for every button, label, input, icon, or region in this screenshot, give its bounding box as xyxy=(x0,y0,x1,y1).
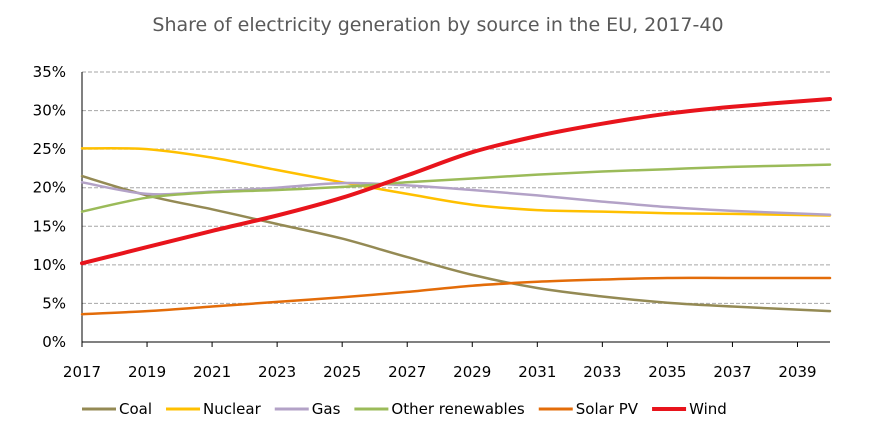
legend-label: Other renewables xyxy=(391,400,525,418)
x-tick-label: 2031 xyxy=(518,363,556,381)
y-axis-tick-labels: 0% 5% 10% 15% 20% 25% 30% 35% xyxy=(33,63,66,351)
series-lines xyxy=(80,97,832,316)
legend-label: Solar PV xyxy=(576,400,639,418)
y-tick-label: 25% xyxy=(33,140,66,158)
series-line-other-renewables xyxy=(80,163,832,213)
legend-item-wind: Wind xyxy=(652,400,727,418)
x-axis-tick-labels: 2017 2019 2021 2023 2025 2027 2029 2031 2033 2035… xyxy=(63,363,817,381)
legend-item-solar-pv: Solar PV xyxy=(538,400,639,418)
chart-title: Share of electricity generation by sourc… xyxy=(152,14,723,36)
legend-label: Gas xyxy=(312,400,341,418)
legend-label: Nuclear xyxy=(203,400,262,418)
legend: Coal Nuclear Gas Other renewables Solar PV Wi… xyxy=(82,400,727,418)
y-tick-label: 35% xyxy=(33,63,66,81)
x-tick-label: 2037 xyxy=(713,363,751,381)
x-tick-label: 2017 xyxy=(63,363,101,381)
series-line-coal xyxy=(80,174,832,313)
x-tick-label: 2033 xyxy=(583,363,621,381)
legend-item-gas: Gas xyxy=(274,400,341,418)
x-tick-label: 2021 xyxy=(193,363,231,381)
legend-label: Wind xyxy=(689,400,727,418)
y-tick-label: 30% xyxy=(33,102,66,120)
legend-label: Coal xyxy=(119,400,152,418)
legend-item-nuclear: Nuclear xyxy=(166,400,262,418)
axes xyxy=(81,72,830,347)
series-line-nuclear xyxy=(80,146,832,217)
x-tick-label: 2025 xyxy=(323,363,361,381)
series-line-gas xyxy=(80,181,832,216)
y-tick-label: 15% xyxy=(33,217,66,235)
y-tick-label: 20% xyxy=(33,179,66,197)
x-tick-label: 2023 xyxy=(258,363,296,381)
y-tick-label: 5% xyxy=(42,294,66,312)
series-line-wind xyxy=(80,97,832,266)
x-tick-label: 2039 xyxy=(778,363,816,381)
x-tick-label: 2027 xyxy=(388,363,426,381)
legend-item-coal: Coal xyxy=(82,400,152,418)
x-tick-label: 2035 xyxy=(648,363,686,381)
y-tick-label: 0% xyxy=(42,333,66,351)
x-tick-label: 2029 xyxy=(453,363,491,381)
series-line-solar-pv xyxy=(80,276,832,316)
x-tick-label: 2019 xyxy=(128,363,166,381)
y-tick-label: 10% xyxy=(33,256,66,274)
legend-item-other-renewables: Other renewables xyxy=(354,400,525,418)
